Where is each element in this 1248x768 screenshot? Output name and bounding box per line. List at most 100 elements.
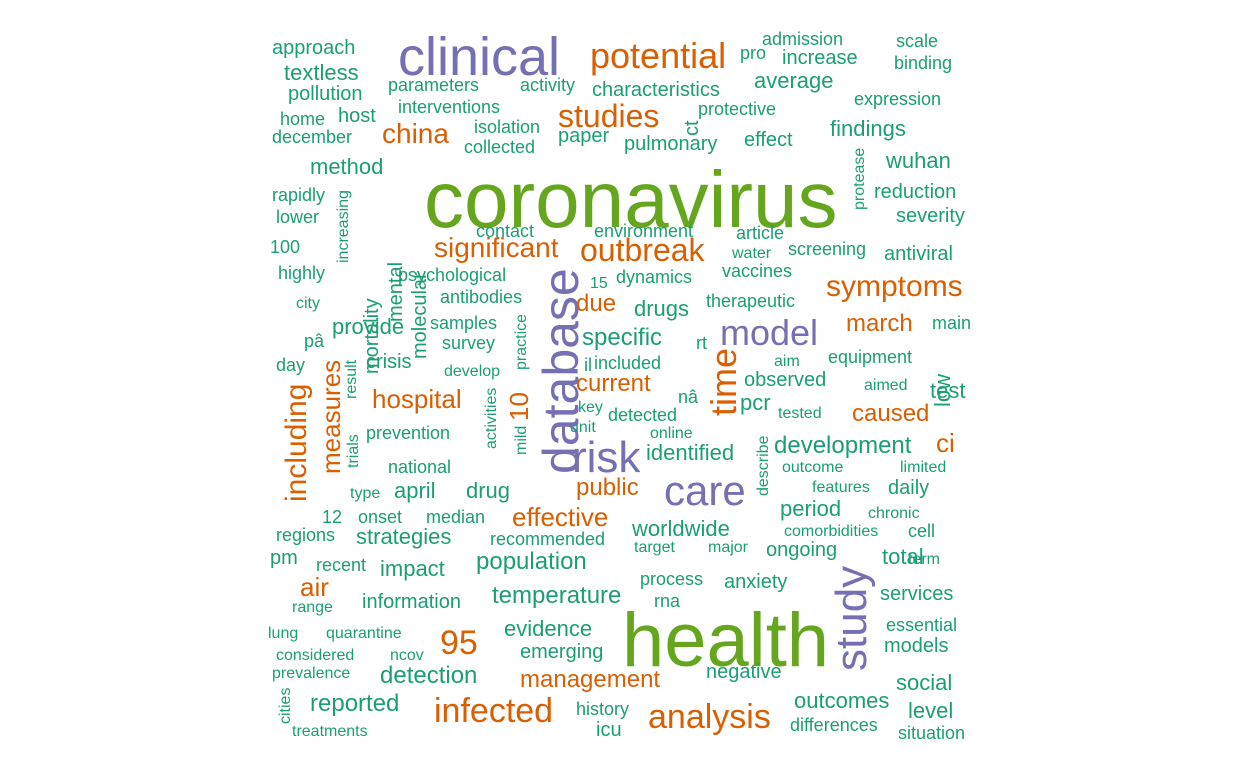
word-key: key xyxy=(578,399,603,416)
word-symptoms: symptoms xyxy=(826,270,963,303)
word-impact: impact xyxy=(380,556,445,581)
word-highly: highly xyxy=(278,263,326,283)
word-clinical: clinical xyxy=(398,27,561,87)
word-population: population xyxy=(476,548,587,575)
word-10: 10 xyxy=(504,392,534,421)
word-december: december xyxy=(272,127,353,147)
word-risk: risk xyxy=(572,433,641,482)
word-vaccines: vaccines xyxy=(722,261,793,281)
word-outcomes: outcomes xyxy=(794,688,890,713)
word-including: including xyxy=(280,383,313,502)
word-services: services xyxy=(880,583,954,605)
word-recent: recent xyxy=(316,555,367,575)
word-admission: admission xyxy=(762,29,844,49)
word-scale: scale xyxy=(896,31,939,51)
word-12: 12 xyxy=(322,507,343,527)
word-onset: onset xyxy=(358,507,403,527)
word-binding: binding xyxy=(894,53,953,73)
word-type: type xyxy=(350,485,381,502)
word-develop: develop xyxy=(444,363,501,380)
word-drug: drug xyxy=(466,478,511,503)
word-describe: describe xyxy=(755,435,772,496)
word-effect: effect xyxy=(744,129,793,151)
word-ongoing: ongoing xyxy=(766,539,838,561)
word-pm: pm xyxy=(270,547,298,569)
word-recommended: recommended xyxy=(490,529,606,549)
word-contact: contact xyxy=(476,221,535,241)
word-equipment: equipment xyxy=(828,347,913,367)
word-detected: detected xyxy=(608,405,678,425)
word-model: model xyxy=(720,312,819,353)
word-coronavirus: coronavirus xyxy=(424,155,838,244)
word-management: management xyxy=(520,666,661,693)
word-measures: measures xyxy=(316,359,346,474)
word-ncov: ncov xyxy=(390,647,424,664)
word-100: 100 xyxy=(270,237,301,257)
word-regions: regions xyxy=(276,525,336,545)
word-average: average xyxy=(754,68,834,93)
word-tested: tested xyxy=(778,405,822,422)
word-included: included xyxy=(594,353,662,373)
word-rt: rt xyxy=(696,333,707,353)
word-march: march xyxy=(846,310,913,337)
word-textless: textless xyxy=(284,60,359,85)
word-unit: unit xyxy=(570,419,596,436)
word-pcr: pcr xyxy=(740,390,771,415)
word-collected: collected xyxy=(464,137,536,157)
word-target: target xyxy=(634,539,675,556)
word-features: features xyxy=(812,479,870,496)
word-ct: ct xyxy=(681,120,703,136)
word-china: china xyxy=(382,118,449,149)
word-practice: practice xyxy=(513,313,530,370)
word-survey: survey xyxy=(442,333,496,353)
word-protease: protease xyxy=(851,147,868,210)
word-potential: potential xyxy=(590,35,727,76)
word-crisis: crisis xyxy=(366,351,412,373)
word-paper: paper xyxy=(558,125,610,147)
word-prevention: prevention xyxy=(366,423,451,443)
word-time: time xyxy=(703,347,744,416)
word-city: city xyxy=(296,295,320,312)
word-significant: significant xyxy=(434,232,559,263)
word-care: care xyxy=(664,467,746,514)
word-main: main xyxy=(932,313,972,333)
word-identified: identified xyxy=(646,440,735,465)
word-result: result xyxy=(343,359,360,399)
word-trials: trials xyxy=(345,434,362,468)
word-95: 95 xyxy=(440,624,478,662)
word-cell: cell xyxy=(908,521,936,541)
word-cities: cities xyxy=(277,687,294,724)
word-aim: aim xyxy=(774,353,800,370)
word-reduction: reduction xyxy=(874,181,957,203)
word-day: day xyxy=(276,355,306,375)
word-outcome: outcome xyxy=(782,459,844,476)
word-screening: screening xyxy=(788,239,867,259)
word-chronic: chronic xyxy=(868,505,920,522)
word-considered: considered xyxy=(276,647,355,664)
word-effective: effective xyxy=(512,502,609,532)
word-activity: activity xyxy=(520,75,576,95)
word-hospital: hospital xyxy=(372,384,462,414)
word-differences: differences xyxy=(790,715,878,735)
word-due: due xyxy=(576,290,617,317)
word-essential: essential xyxy=(886,615,958,635)
word-daily: daily xyxy=(888,477,930,499)
word-situation: situation xyxy=(898,723,966,743)
word-air: air xyxy=(300,572,329,602)
word-major: major xyxy=(708,539,749,556)
word-antibodies: antibodies xyxy=(440,287,523,307)
word-process: process xyxy=(640,569,704,589)
word-aimed: aimed xyxy=(864,377,908,394)
word-antiviral: antiviral xyxy=(884,243,953,265)
word-lower: lower xyxy=(276,207,320,227)
word-samples: samples xyxy=(430,313,498,333)
word-il: il xyxy=(584,355,592,375)
word-water: water xyxy=(732,245,772,262)
word-increase: increase xyxy=(782,47,858,69)
word-caused: caused xyxy=(852,400,930,427)
word-environment: environment xyxy=(594,221,694,241)
word-home: home xyxy=(280,109,326,129)
word-emerging: emerging xyxy=(520,641,604,663)
word-prevalence: prevalence xyxy=(272,665,351,682)
word-molecular: molecular xyxy=(409,272,431,359)
